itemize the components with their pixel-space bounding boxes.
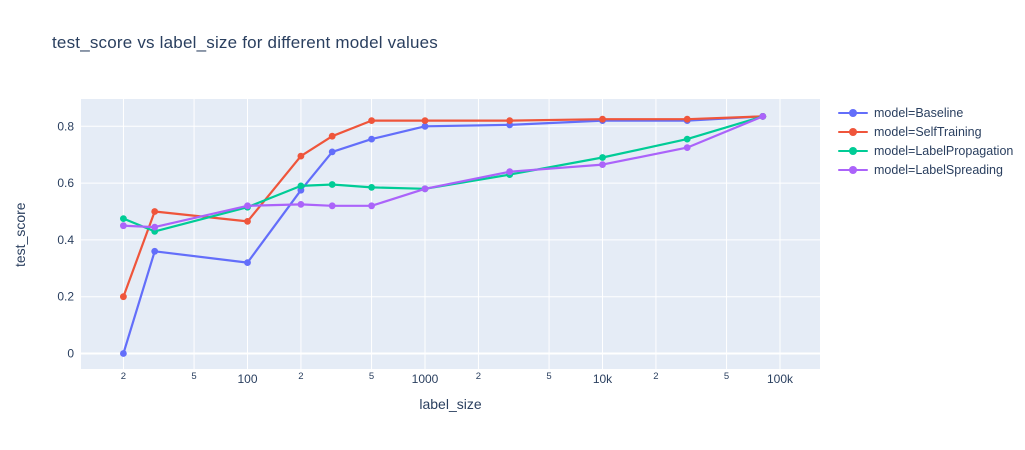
- data-point: [421, 122, 429, 130]
- data-point: [151, 247, 159, 255]
- data-point: [297, 201, 305, 208]
- legend-label: model=LabelPropagation: [874, 143, 1014, 158]
- data-point: [683, 144, 691, 152]
- data-point: [120, 215, 127, 223]
- y-tick-label: 0.8: [57, 119, 74, 133]
- data-point: [599, 161, 606, 169]
- data-point: [328, 181, 336, 188]
- data-point: [297, 152, 305, 160]
- data-point: [151, 208, 159, 215]
- data-point: [683, 115, 691, 123]
- data-point: [120, 293, 127, 301]
- legend-swatch-icon: [838, 127, 868, 137]
- data-point: [328, 148, 336, 156]
- data-point: [506, 117, 514, 124]
- data-point: [120, 350, 127, 357]
- data-point: [120, 222, 127, 230]
- legend-swatch-icon: [838, 165, 868, 175]
- legend-label: model=Baseline: [874, 105, 964, 120]
- x-tick-label: 2: [298, 371, 303, 382]
- legend-item-Baseline[interactable]: model=Baseline: [838, 103, 1013, 122]
- x-tick-label: 100k: [767, 372, 794, 386]
- data-point: [599, 115, 606, 123]
- y-axis-title: test_score: [12, 202, 28, 268]
- y-tick-label: 0.2: [57, 290, 74, 304]
- data-point: [683, 135, 691, 143]
- data-point: [421, 185, 429, 193]
- legend-item-LabelSpreading[interactable]: model=LabelSpreading: [838, 160, 1013, 179]
- x-tick-label: 5: [369, 371, 374, 382]
- y-tick-label: 0: [67, 347, 74, 361]
- y-tick-label: 0.6: [57, 176, 74, 190]
- x-tick-label: 5: [191, 371, 196, 382]
- chart-title: test_score vs label_size for different m…: [52, 33, 438, 52]
- data-point: [328, 132, 336, 140]
- x-tick-label: 2: [476, 371, 481, 382]
- data-point: [368, 202, 375, 210]
- x-axis-title: label_size: [419, 396, 482, 412]
- data-point: [244, 202, 251, 210]
- x-tick-label: 2: [121, 371, 126, 382]
- data-point: [421, 117, 429, 124]
- x-tick-label: 2: [653, 371, 658, 382]
- legend-item-LabelPropagation[interactable]: model=LabelPropagation: [838, 141, 1013, 160]
- legend-swatch-icon: [838, 108, 868, 118]
- data-point: [506, 168, 514, 176]
- y-tick-label: 0.4: [57, 233, 74, 247]
- x-tick-label: 5: [724, 371, 729, 382]
- legend-item-SelfTraining[interactable]: model=SelfTraining: [838, 122, 1013, 141]
- legend-swatch-icon: [838, 146, 868, 156]
- data-point: [244, 259, 251, 266]
- data-point: [328, 202, 336, 210]
- data-point: [151, 223, 159, 231]
- legend: model=Baseline model=SelfTraining model=La…: [838, 103, 1013, 179]
- x-tick-label: 100: [237, 372, 257, 386]
- x-tick-label: 10k: [593, 372, 613, 386]
- x-tick-label: 5: [546, 371, 551, 382]
- data-point: [368, 135, 375, 143]
- legend-label: model=LabelSpreading: [874, 162, 1003, 177]
- data-point: [599, 154, 606, 161]
- data-point: [759, 113, 767, 120]
- x-tick-label: 1000: [412, 372, 439, 386]
- data-point: [368, 117, 375, 124]
- data-point: [297, 182, 305, 190]
- data-point: [244, 218, 251, 225]
- legend-label: model=SelfTraining: [874, 124, 982, 139]
- data-point: [368, 184, 375, 191]
